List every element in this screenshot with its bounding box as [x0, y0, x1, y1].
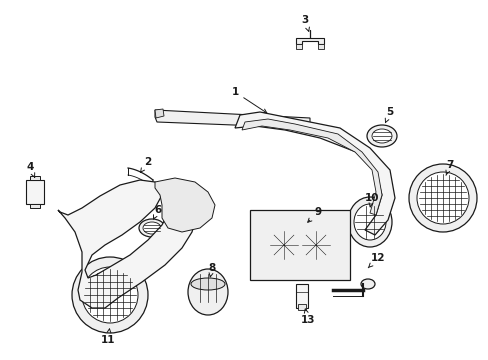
Polygon shape: [235, 112, 394, 235]
Polygon shape: [295, 38, 324, 44]
Circle shape: [311, 241, 319, 249]
Text: 12: 12: [367, 253, 385, 268]
Ellipse shape: [353, 204, 385, 240]
Text: 4: 4: [26, 162, 35, 177]
Polygon shape: [249, 210, 349, 280]
Polygon shape: [155, 178, 215, 232]
Circle shape: [280, 241, 287, 249]
Polygon shape: [58, 180, 195, 308]
Circle shape: [293, 223, 337, 267]
Polygon shape: [295, 284, 307, 308]
Text: 11: 11: [101, 329, 115, 345]
Polygon shape: [26, 180, 44, 204]
Text: 8: 8: [208, 263, 215, 277]
Ellipse shape: [142, 222, 161, 234]
Ellipse shape: [360, 279, 374, 289]
Text: 13: 13: [300, 309, 315, 325]
Text: 9: 9: [307, 207, 321, 222]
Text: 5: 5: [385, 107, 393, 123]
Polygon shape: [242, 119, 381, 215]
Circle shape: [267, 229, 299, 261]
Polygon shape: [155, 110, 309, 128]
Ellipse shape: [187, 269, 227, 315]
Polygon shape: [297, 304, 305, 310]
Polygon shape: [30, 204, 40, 208]
Ellipse shape: [366, 125, 396, 147]
Text: 3: 3: [301, 15, 309, 31]
Text: 1: 1: [231, 87, 266, 113]
Ellipse shape: [191, 278, 224, 290]
Polygon shape: [30, 176, 40, 180]
Circle shape: [262, 223, 305, 267]
Polygon shape: [317, 44, 324, 49]
Ellipse shape: [371, 129, 391, 143]
Circle shape: [72, 257, 148, 333]
Ellipse shape: [139, 219, 164, 237]
Polygon shape: [295, 44, 302, 49]
Circle shape: [82, 267, 138, 323]
Text: 7: 7: [445, 160, 453, 175]
Polygon shape: [155, 109, 163, 118]
Circle shape: [408, 164, 476, 232]
Text: 2: 2: [140, 157, 151, 172]
Ellipse shape: [347, 197, 391, 247]
Text: 6: 6: [153, 205, 162, 219]
Circle shape: [299, 229, 331, 261]
Text: 10: 10: [364, 193, 379, 207]
Circle shape: [416, 172, 468, 224]
